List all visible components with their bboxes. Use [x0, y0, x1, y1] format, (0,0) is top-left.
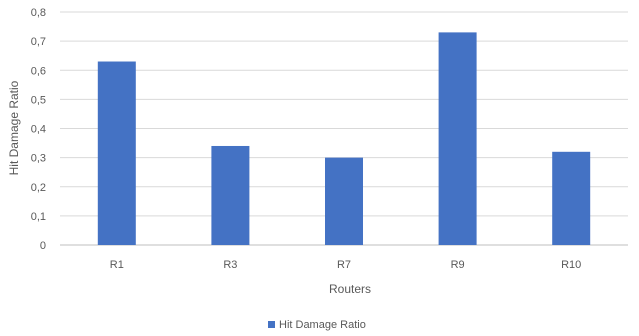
legend: Hit Damage Ratio [268, 319, 366, 331]
x-tick-label: R7 [337, 259, 351, 271]
x-axis-title: Routers [329, 282, 371, 296]
y-tick-label: 0,5 [31, 94, 46, 106]
x-tick-label: R9 [451, 259, 465, 271]
y-tick-label: 0,7 [31, 36, 46, 48]
bars [97, 32, 591, 246]
x-axis-ticks: R1 R3 R7 R9 R10 [110, 259, 582, 271]
y-tick-label: 0,6 [31, 65, 46, 77]
y-axis-title: Hit Damage Ratio [7, 80, 21, 175]
bar-r10 [552, 151, 591, 245]
y-tick-label: 0,1 [31, 211, 46, 223]
bar-r9 [438, 32, 477, 246]
y-tick-label: 0,8 [31, 7, 46, 19]
bar-r7 [325, 157, 363, 245]
y-tick-label: 0,4 [31, 124, 46, 136]
y-tick-label: 0 [40, 240, 46, 252]
bar-r3 [211, 145, 250, 245]
legend-label: Hit Damage Ratio [279, 319, 366, 331]
x-tick-label: R1 [110, 259, 124, 271]
y-tick-label: 0,2 [31, 182, 46, 194]
x-tick-label: R3 [223, 259, 237, 271]
bar-r1 [97, 61, 136, 246]
x-tick-label: R10 [561, 259, 581, 271]
y-axis-ticks: 0 0,1 0,2 0,3 0,4 0,5 0,6 0,7 0,8 [31, 7, 46, 252]
gridlines [60, 11, 628, 246]
y-tick-label: 0,3 [31, 153, 46, 165]
legend-swatch [268, 321, 275, 328]
